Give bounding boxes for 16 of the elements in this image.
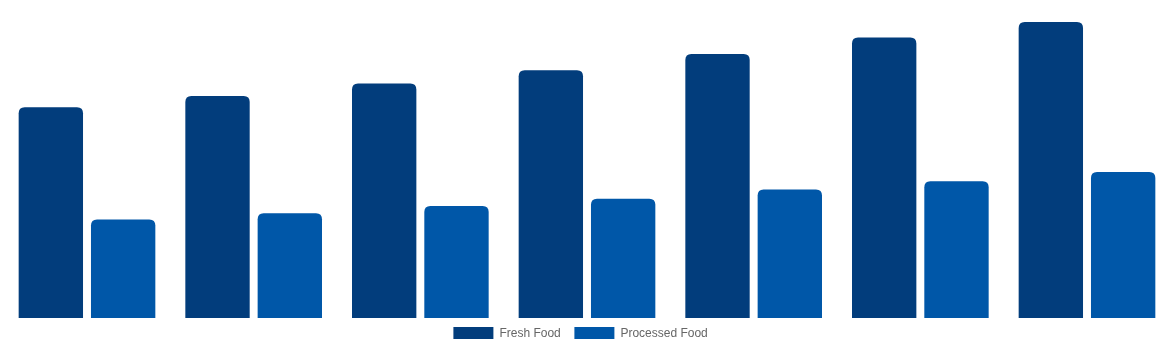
- bar: [18, 107, 84, 318]
- bar: [518, 70, 584, 318]
- bar: [852, 37, 917, 318]
- bar: [1090, 172, 1156, 318]
- bar: [424, 206, 489, 318]
- legend-label: Processed Food: [620, 326, 708, 340]
- bar: [685, 53, 750, 318]
- bar: [90, 219, 156, 318]
- legend-label: Fresh Food: [499, 326, 561, 340]
- bar: [924, 181, 989, 318]
- bar: [590, 198, 656, 318]
- bar: [352, 83, 417, 318]
- bar: [257, 213, 322, 318]
- bar: [1018, 22, 1084, 318]
- bar: [185, 96, 250, 318]
- bar: [757, 189, 822, 318]
